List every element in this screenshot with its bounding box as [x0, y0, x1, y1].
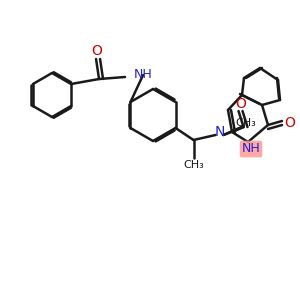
Text: NH: NH — [242, 142, 260, 155]
Text: CH₃: CH₃ — [183, 160, 204, 170]
Text: O: O — [92, 44, 103, 58]
Text: N: N — [214, 125, 225, 139]
Text: O: O — [235, 97, 246, 111]
Text: O: O — [285, 116, 296, 130]
Text: NH: NH — [134, 68, 153, 82]
Text: CH₃: CH₃ — [235, 118, 256, 128]
